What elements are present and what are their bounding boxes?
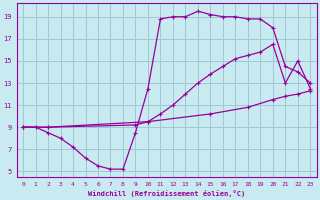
X-axis label: Windchill (Refroidissement éolien,°C): Windchill (Refroidissement éolien,°C) (88, 190, 245, 197)
